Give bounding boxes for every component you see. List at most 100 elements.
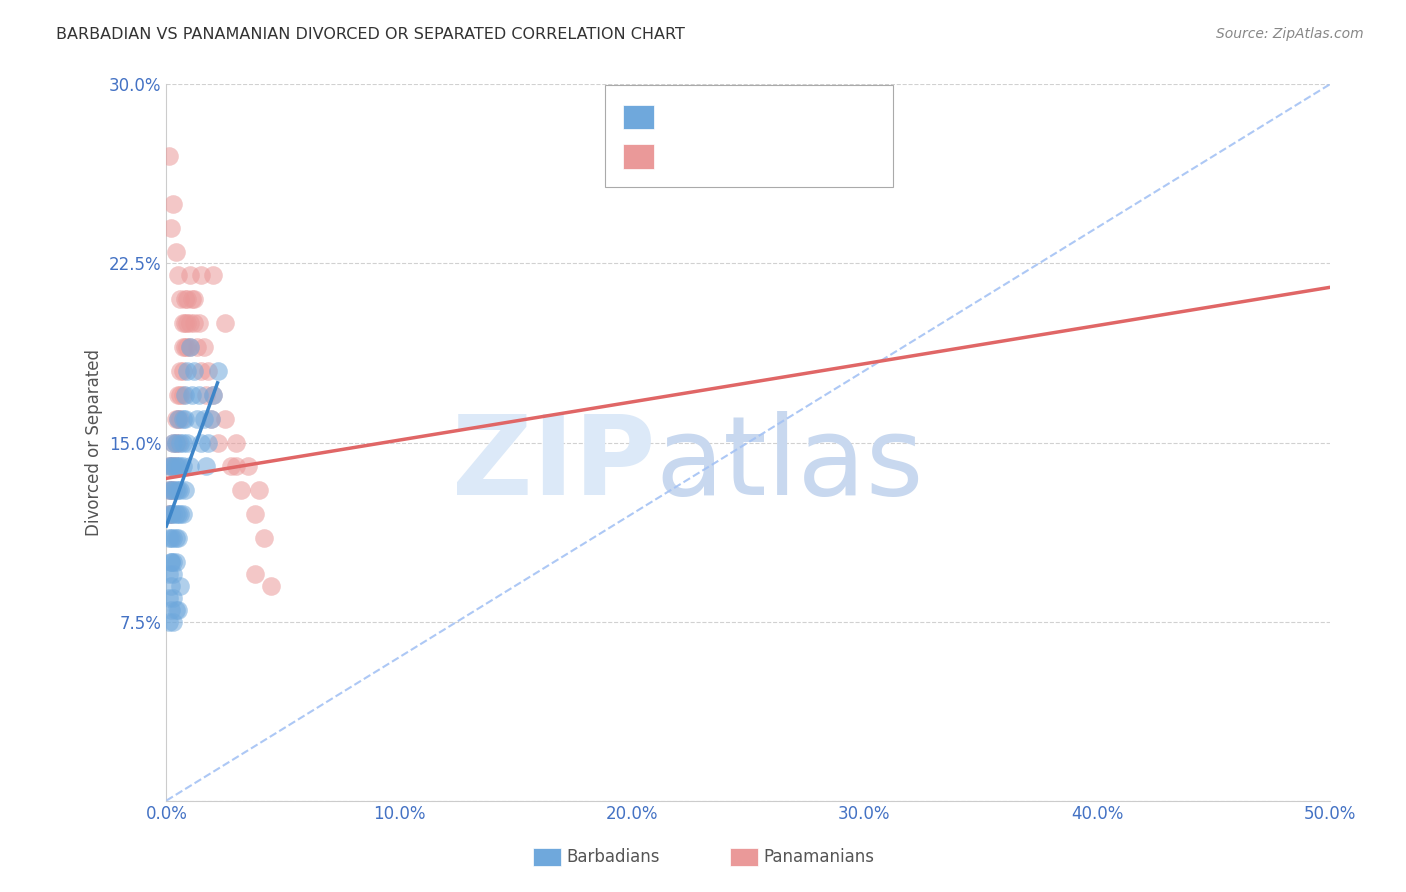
Point xyxy=(157,507,180,521)
Point xyxy=(165,459,187,474)
Text: N =: N = xyxy=(759,149,799,167)
Text: Panamanians: Panamanians xyxy=(763,848,875,866)
Point xyxy=(157,507,180,521)
Point xyxy=(157,483,180,498)
Point xyxy=(157,591,180,605)
Point xyxy=(190,435,212,450)
Point xyxy=(165,531,187,545)
Text: Source: ZipAtlas.com: Source: ZipAtlas.com xyxy=(1216,27,1364,41)
Point xyxy=(179,340,201,354)
Point xyxy=(174,316,197,330)
Point xyxy=(167,602,190,616)
Point xyxy=(160,220,183,235)
Point xyxy=(157,459,180,474)
Point xyxy=(193,340,215,354)
Point xyxy=(229,483,252,498)
Point xyxy=(190,364,212,378)
Point xyxy=(176,316,198,330)
Point xyxy=(207,364,229,378)
Text: ZIP: ZIP xyxy=(451,410,655,517)
Text: 64: 64 xyxy=(794,110,820,128)
Point xyxy=(165,602,187,616)
Text: N =: N = xyxy=(759,110,799,128)
Point xyxy=(174,340,197,354)
Point xyxy=(165,435,187,450)
Point xyxy=(260,579,283,593)
Point xyxy=(172,316,194,330)
Point xyxy=(157,459,180,474)
Point xyxy=(174,293,197,307)
Point xyxy=(165,459,187,474)
Point xyxy=(160,555,183,569)
Point xyxy=(160,459,183,474)
Point xyxy=(186,340,208,354)
Point xyxy=(167,459,190,474)
Point xyxy=(165,435,187,450)
Point xyxy=(162,591,184,605)
Point xyxy=(160,555,183,569)
Point xyxy=(174,411,197,425)
Point xyxy=(160,531,183,545)
Point xyxy=(169,483,191,498)
Point xyxy=(162,435,184,450)
Point xyxy=(167,411,190,425)
Point xyxy=(197,364,219,378)
Point xyxy=(183,364,205,378)
Point xyxy=(165,483,187,498)
Point xyxy=(162,435,184,450)
Point xyxy=(169,411,191,425)
Point xyxy=(176,435,198,450)
Point xyxy=(167,507,190,521)
Text: R =: R = xyxy=(661,149,700,167)
Point xyxy=(162,483,184,498)
Point xyxy=(167,435,190,450)
Point xyxy=(169,459,191,474)
Point xyxy=(162,483,184,498)
Point xyxy=(172,340,194,354)
Point xyxy=(236,459,259,474)
Point xyxy=(207,435,229,450)
Point xyxy=(165,555,187,569)
Point xyxy=(169,435,191,450)
Text: 63: 63 xyxy=(794,149,820,167)
Point xyxy=(201,268,224,283)
Point xyxy=(176,293,198,307)
Point xyxy=(201,388,224,402)
Point xyxy=(179,268,201,283)
Point xyxy=(221,459,243,474)
Point xyxy=(181,293,204,307)
Point xyxy=(176,364,198,378)
Point xyxy=(249,483,271,498)
Point xyxy=(201,388,224,402)
Point xyxy=(186,411,208,425)
Point xyxy=(169,507,191,521)
Point xyxy=(179,316,201,330)
Point xyxy=(174,388,197,402)
Point xyxy=(167,531,190,545)
Text: R =: R = xyxy=(661,110,700,128)
Point xyxy=(165,411,187,425)
Point xyxy=(162,531,184,545)
Point xyxy=(167,483,190,498)
Point xyxy=(160,507,183,521)
Point xyxy=(225,459,247,474)
Point xyxy=(169,388,191,402)
Y-axis label: Divorced or Separated: Divorced or Separated xyxy=(86,349,103,536)
Point xyxy=(176,340,198,354)
Point xyxy=(162,615,184,629)
Point xyxy=(194,388,217,402)
Point xyxy=(179,340,201,354)
Point xyxy=(162,196,184,211)
Point xyxy=(197,435,219,450)
Point xyxy=(157,566,180,581)
Text: 0.189: 0.189 xyxy=(693,149,751,167)
Point xyxy=(243,507,266,521)
Point xyxy=(157,615,180,629)
Point xyxy=(160,579,183,593)
Point xyxy=(172,435,194,450)
Point xyxy=(162,459,184,474)
Point xyxy=(172,388,194,402)
Point xyxy=(169,579,191,593)
Point xyxy=(174,483,197,498)
Point xyxy=(243,566,266,581)
